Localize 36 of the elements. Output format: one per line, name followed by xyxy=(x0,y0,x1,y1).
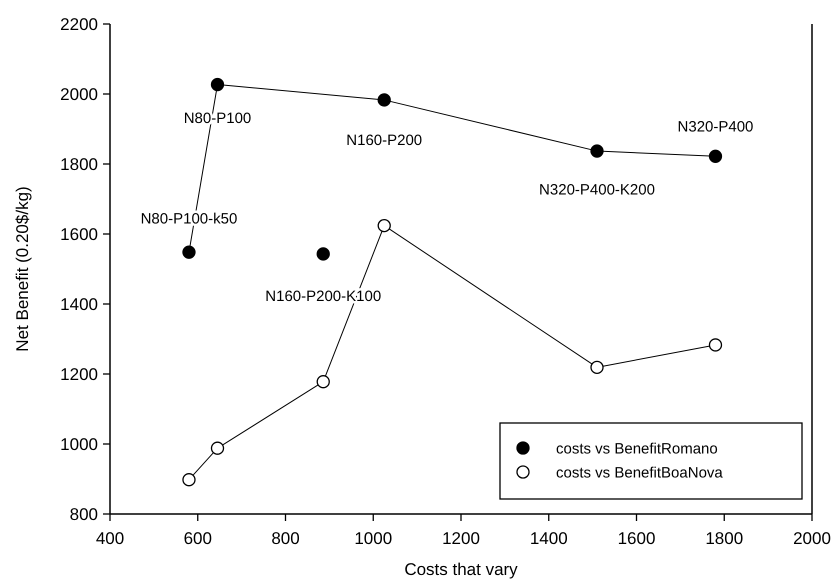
x-axis-title: Costs that vary xyxy=(404,560,518,579)
point xyxy=(316,375,330,388)
point xyxy=(708,150,722,163)
point xyxy=(708,338,722,352)
y-tick-label: 1800 xyxy=(60,154,98,174)
annotation: N320-P400 xyxy=(678,118,754,136)
y-axis-title: Net Benefit (0.20$/kg) xyxy=(13,186,32,352)
annotation: N320-P400-K200 xyxy=(539,181,655,198)
point xyxy=(210,442,224,455)
y-tick-label: 1600 xyxy=(60,224,98,244)
x-tick-label: 1800 xyxy=(705,529,744,548)
point xyxy=(590,360,604,374)
y-tick-label: 1400 xyxy=(60,294,98,314)
y-tick-label: 1200 xyxy=(60,364,98,384)
point xyxy=(182,246,196,259)
x-tick-label: 800 xyxy=(271,529,300,548)
x-tick-label: 1400 xyxy=(530,529,568,548)
x-tick-label: 600 xyxy=(184,529,212,548)
point xyxy=(182,473,196,486)
x-tick-label: 400 xyxy=(96,529,124,548)
point xyxy=(316,247,330,261)
annotation: N160-P200 xyxy=(346,132,422,150)
point xyxy=(378,93,391,107)
x-tick-label: 2000 xyxy=(793,529,831,548)
legend-label: costs vs BenefitRomano xyxy=(556,440,718,458)
y-tick-label: 800 xyxy=(70,504,98,524)
legend-label: costs vs BenefitBoaNova xyxy=(556,464,724,482)
y-tick-label: 1000 xyxy=(60,434,98,454)
x-tick-label: 1600 xyxy=(618,529,656,548)
y-tick-label: 2000 xyxy=(60,84,98,104)
x-tick-label: 1200 xyxy=(442,529,480,548)
point xyxy=(590,144,604,158)
y-tick-label: 2200 xyxy=(60,14,98,34)
point xyxy=(378,218,391,232)
x-tick-label: 1000 xyxy=(354,529,392,548)
point xyxy=(210,78,224,92)
